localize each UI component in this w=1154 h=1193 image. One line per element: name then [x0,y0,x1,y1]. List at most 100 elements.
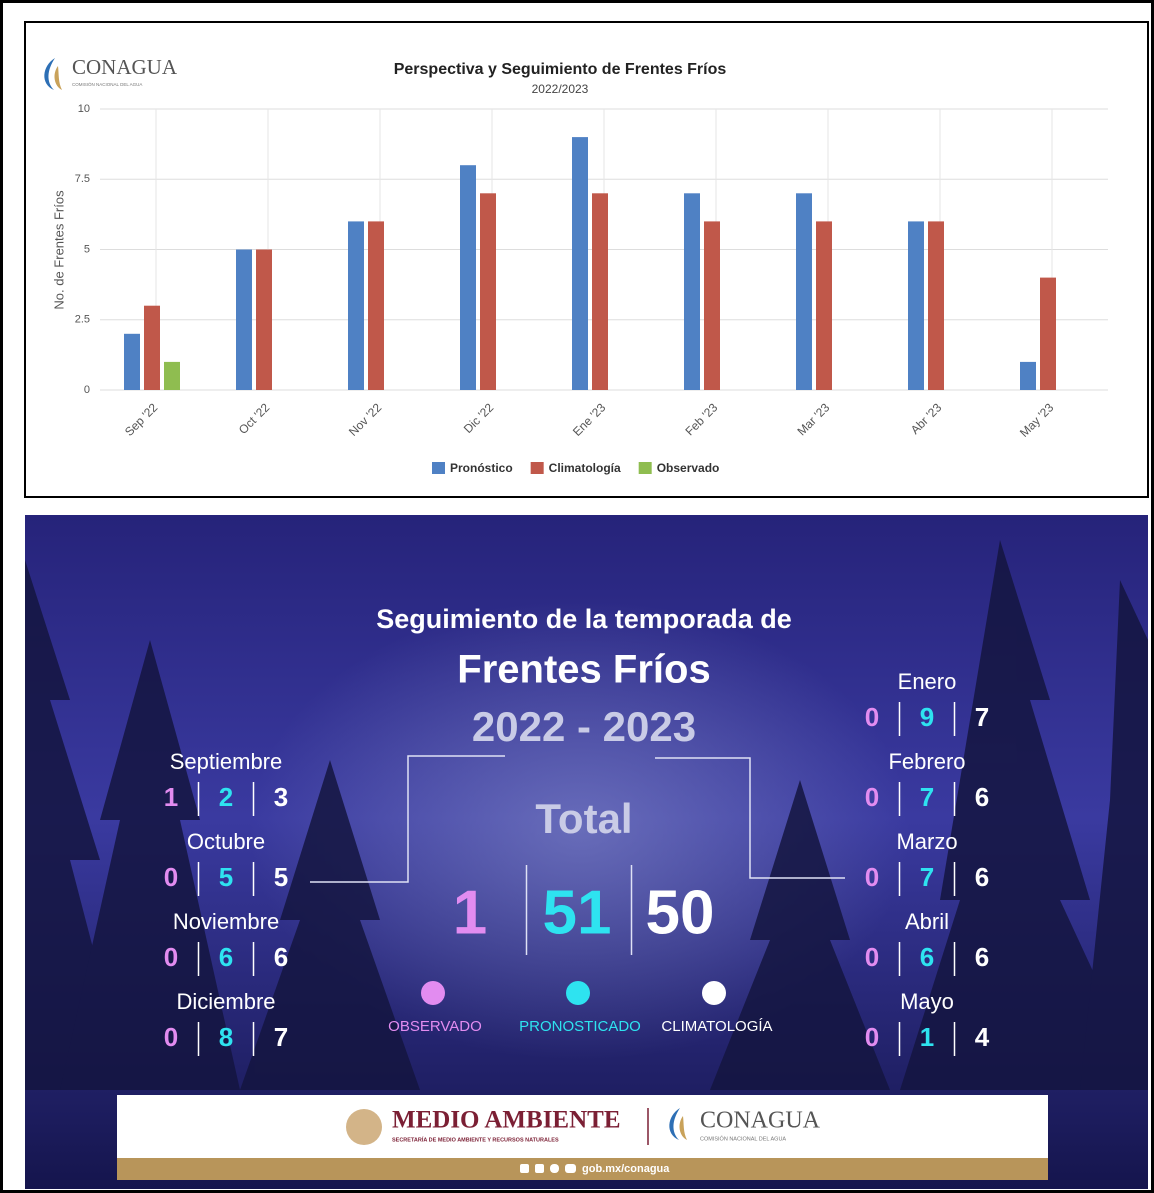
bar [164,361,180,390]
month-value: 2 [219,782,233,812]
month-value: 6 [920,942,934,972]
month-value: 8 [219,1022,233,1052]
infographic-data: Septiembre 1 2 3 Octubre 0 5 5 Noviembre 0 6 6 Dicie… [164,669,990,1056]
month-name: Octubre [187,829,265,854]
month-name: Abril [905,909,949,934]
bar [704,221,720,390]
bar [1040,277,1056,390]
legend-label: Observado [657,461,720,475]
total-value: 50 [646,878,715,947]
logo-icon [679,1116,687,1140]
y-tick-label: 7.5 [75,173,90,185]
month-value: 6 [975,942,989,972]
footer-brand: MEDIO AMBIENTE [392,1107,621,1134]
legend-label: Climatología [549,461,621,475]
legend-swatch [432,462,445,474]
month-value: 5 [274,862,288,892]
chart-title: Perspectiva y Seguimiento de Frentes Frí… [394,61,727,78]
bar [348,221,364,390]
month-value: 7 [920,862,934,892]
tree [900,540,1148,1090]
tree [1080,580,1148,1090]
tree [240,760,420,1090]
month-name: Noviembre [173,909,279,934]
month-value: 1 [164,782,178,812]
legend-label: PRONOSTICADO [519,1018,641,1035]
social-icons [520,1164,576,1173]
tree [60,640,240,1090]
mist [250,600,910,1060]
month-name: Febrero [888,749,965,774]
month-value: 1 [920,1022,934,1052]
y-tick-label: 5 [84,243,90,255]
infographic-season: 2022 - 2023 [472,703,696,750]
infographic-heading: Seguimiento de la temporada de [376,604,792,634]
bar [684,193,700,390]
bar [368,221,384,390]
tree [710,780,890,1090]
month-name: Marzo [896,829,957,854]
legend-swatch [530,462,544,474]
connector [655,757,845,879]
month-value: 0 [164,942,178,972]
y-tick-label: 0 [84,384,90,396]
footer-agency-subtitle: COMISIÓN NACIONAL DEL AGUA [700,1135,786,1142]
chart-panel [24,21,1149,498]
month-value: 7 [274,1022,288,1052]
month-name: Enero [898,669,957,694]
y-tick-label: 2.5 [75,314,90,326]
month-value: 4 [975,1022,990,1052]
month-value: 0 [865,702,879,732]
bar [908,221,924,390]
month-value: 6 [219,942,233,972]
total-value: 51 [543,878,612,947]
logo-icon [54,66,62,90]
footer-url: gob.mx/conagua [582,1163,670,1175]
month-name: Diciembre [176,989,275,1014]
legend-label: CLIMATOLOGÍA [661,1018,772,1035]
footer-box [117,1095,1048,1158]
total-label: Total [535,795,632,842]
forest [25,540,1148,1090]
legend-dot [421,981,445,1005]
bar [816,221,832,390]
month-value: 7 [920,782,934,812]
logo-text: CONAGUA [72,55,178,79]
bar [796,193,812,390]
legend-dot [702,981,726,1005]
month-value: 5 [219,862,233,892]
icon [550,1164,559,1173]
logo-icon [669,1108,680,1140]
y-axis-label: No. de Frentes Fríos [51,190,66,310]
footer-bar [117,1158,1048,1180]
legend-label: Pronóstico [450,461,513,475]
y-tick-label: 10 [78,103,90,115]
legend-dot [566,981,590,1005]
month-value: 0 [164,862,178,892]
bar [256,249,272,390]
legend-label: OBSERVADO [388,1018,482,1035]
bar [124,333,140,390]
icon [565,1164,576,1173]
month-value: 3 [274,782,288,812]
total-value: 1 [453,878,487,947]
month-value: 6 [274,942,288,972]
chart-subtitle: 2022/2023 [532,82,589,96]
emblem [346,1109,382,1145]
bar [572,137,588,390]
month-value: 0 [164,1022,178,1052]
month-value: 0 [865,1022,879,1052]
icon [520,1164,529,1173]
month-value: 9 [920,702,934,732]
bar [144,305,160,390]
connector [310,755,505,883]
footer-brand-subtitle: SECRETARÍA DE MEDIO AMBIENTE Y RECURSOS … [392,1135,559,1143]
bar [480,193,496,390]
tree [25,560,130,1090]
logo-icon [44,58,55,90]
bar [236,249,252,390]
legend-swatch [638,462,652,474]
